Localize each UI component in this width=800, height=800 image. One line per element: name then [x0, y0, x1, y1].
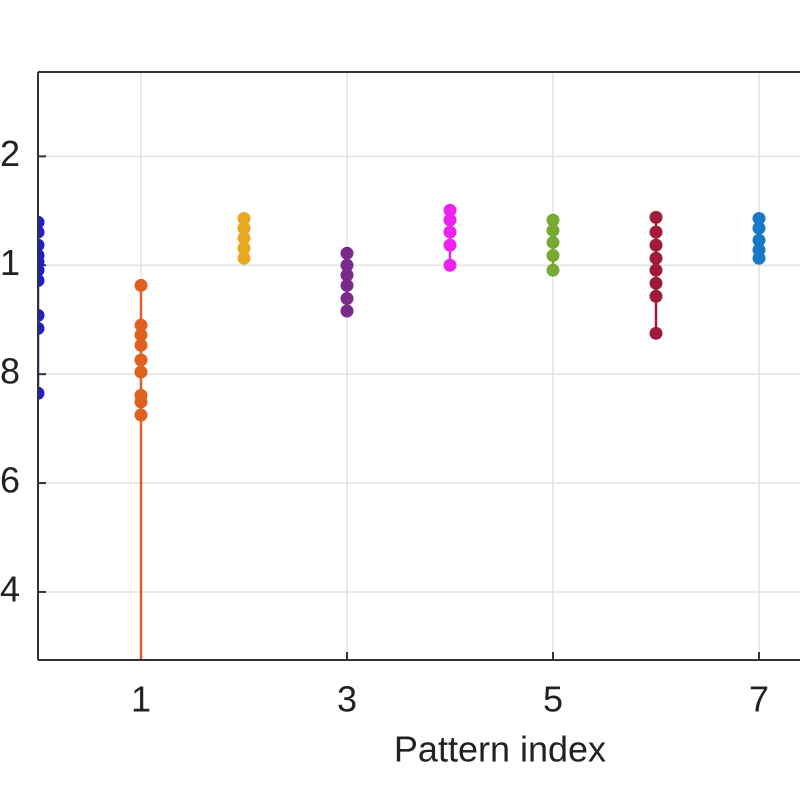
point [546, 235, 560, 249]
point [649, 326, 663, 340]
point [38, 274, 45, 288]
point [752, 233, 766, 247]
point [38, 225, 45, 239]
point [340, 291, 354, 305]
y-tick-label: 0.8 [0, 351, 20, 392]
point [237, 211, 251, 225]
point [752, 211, 766, 225]
point [340, 258, 354, 272]
point [134, 338, 148, 352]
point [237, 241, 251, 255]
x-tick-label: 7 [749, 679, 769, 720]
point [134, 408, 148, 422]
point [649, 289, 663, 303]
point [38, 321, 45, 335]
point [340, 268, 354, 282]
point [649, 276, 663, 290]
y-tick-label: 0.4 [0, 568, 20, 609]
point [340, 278, 354, 292]
point [38, 263, 45, 277]
point [443, 203, 457, 217]
point [649, 263, 663, 277]
point [546, 248, 560, 262]
point [237, 231, 251, 245]
point [134, 365, 148, 379]
x-axis-label: Pattern index [394, 729, 606, 770]
point [340, 246, 354, 260]
point [649, 251, 663, 265]
point [443, 258, 457, 272]
point [134, 278, 148, 292]
point [443, 238, 457, 252]
x-tick-label: 1 [131, 679, 151, 720]
point [237, 251, 251, 265]
point [340, 304, 354, 318]
point [134, 395, 148, 409]
point [546, 213, 560, 227]
point [38, 215, 45, 229]
point [546, 263, 560, 277]
point [546, 223, 560, 237]
x-tick-label: 5 [543, 679, 563, 720]
point [38, 386, 45, 400]
point [443, 225, 457, 239]
grid [38, 72, 800, 660]
point [649, 210, 663, 224]
plot-area [38, 203, 766, 660]
point [38, 238, 45, 252]
point [134, 318, 148, 332]
point [649, 225, 663, 239]
x-tick-label: 3 [337, 679, 357, 720]
point [443, 213, 457, 227]
point [752, 251, 766, 265]
y-tick-label: 1.2 [0, 133, 20, 174]
y-tick-label: 1 [0, 242, 20, 283]
point [134, 328, 148, 342]
y-tick-label: 0.6 [0, 460, 20, 501]
point [237, 221, 251, 235]
point [38, 308, 45, 322]
point [134, 353, 148, 367]
point [649, 238, 663, 252]
point [752, 221, 766, 235]
